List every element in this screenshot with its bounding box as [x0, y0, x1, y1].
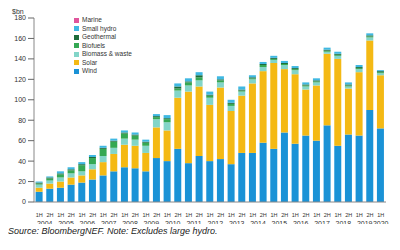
- html-text:Solar: Solar: [82, 58, 98, 66]
- svg-text:2H: 2H: [196, 212, 203, 218]
- html-text:Geothermal: Geothermal: [82, 33, 116, 40]
- svg-text:1H: 1H: [164, 212, 171, 218]
- html-text:Small hydro: Small hydro: [82, 24, 117, 32]
- svg-text:1H: 1H: [57, 212, 64, 218]
- svg-text:100: 100: [14, 96, 26, 103]
- svg-text:180: 180: [14, 14, 26, 21]
- svg-text:1H: 1H: [377, 212, 384, 218]
- svg-text:2H: 2H: [260, 212, 267, 218]
- svg-text:2009: 2009: [144, 220, 160, 224]
- html-text:Marine: Marine: [82, 16, 102, 23]
- svg-text:2H: 2H: [153, 212, 160, 218]
- svg-text:2H: 2H: [174, 212, 181, 218]
- svg-text:2017: 2017: [314, 220, 330, 224]
- html-text:Wind: Wind: [82, 67, 97, 74]
- svg-text:2013: 2013: [229, 220, 245, 224]
- svg-text:0: 0: [22, 198, 26, 205]
- svg-text:1H: 1H: [292, 212, 299, 218]
- svg-text:2H: 2H: [345, 212, 352, 218]
- svg-text:60: 60: [18, 137, 26, 144]
- svg-text:2H: 2H: [302, 212, 309, 218]
- svg-text:1H: 1H: [36, 212, 43, 218]
- html-text:Biomass & waste: Biomass & waste: [82, 50, 132, 57]
- svg-text:2H: 2H: [238, 212, 245, 218]
- svg-text:2012: 2012: [208, 220, 224, 224]
- svg-text:2H: 2H: [68, 212, 75, 218]
- svg-text:160: 160: [14, 35, 26, 42]
- svg-text:2H: 2H: [366, 212, 373, 218]
- svg-text:1H: 1H: [228, 212, 235, 218]
- svg-text:2H: 2H: [324, 212, 331, 218]
- svg-text:140: 140: [14, 55, 26, 62]
- svg-text:1H: 1H: [206, 212, 213, 218]
- svg-text:120: 120: [14, 76, 26, 83]
- svg-text:2018: 2018: [336, 220, 352, 224]
- svg-text:1H: 1H: [78, 212, 85, 218]
- svg-text:2006: 2006: [80, 220, 96, 224]
- svg-text:1H: 1H: [142, 212, 149, 218]
- svg-text:2016: 2016: [293, 220, 309, 224]
- svg-text:2005: 2005: [58, 220, 74, 224]
- svg-text:2010: 2010: [165, 220, 181, 224]
- svg-text:80: 80: [18, 117, 26, 124]
- svg-text:2H: 2H: [89, 212, 96, 218]
- svg-text:1H: 1H: [334, 212, 341, 218]
- svg-text:2H: 2H: [217, 212, 224, 218]
- html-text:Biofuels: Biofuels: [82, 41, 106, 49]
- svg-text:1H: 1H: [249, 212, 256, 218]
- svg-text:2015: 2015: [272, 220, 288, 224]
- svg-text:2H: 2H: [110, 212, 117, 218]
- svg-text:2011: 2011: [186, 220, 201, 224]
- svg-text:1H: 1H: [313, 212, 320, 218]
- svg-text:1H: 1H: [270, 212, 277, 218]
- svg-text:2019: 2019: [357, 220, 373, 224]
- svg-text:20: 20: [18, 178, 26, 185]
- svg-text:2007: 2007: [101, 220, 117, 224]
- svg-text:40: 40: [18, 158, 26, 165]
- svg-text:1H: 1H: [356, 212, 363, 218]
- svg-text:2H: 2H: [281, 212, 288, 218]
- svg-text:2020: 2020: [373, 220, 389, 224]
- svg-text:2H: 2H: [46, 212, 53, 218]
- html-text:$bn: $bn: [12, 8, 24, 15]
- html-text:Source: BloombergNEF. Note: Ex: Source: BloombergNEF. Note: Excludes lar…: [8, 226, 218, 236]
- svg-text:2H: 2H: [132, 212, 139, 218]
- svg-text:1H: 1H: [185, 212, 192, 218]
- svg-text:2004: 2004: [37, 220, 53, 224]
- svg-text:1H: 1H: [121, 212, 128, 218]
- svg-text:1H: 1H: [100, 212, 107, 218]
- svg-text:2014: 2014: [250, 220, 266, 224]
- svg-text:2008: 2008: [122, 220, 138, 224]
